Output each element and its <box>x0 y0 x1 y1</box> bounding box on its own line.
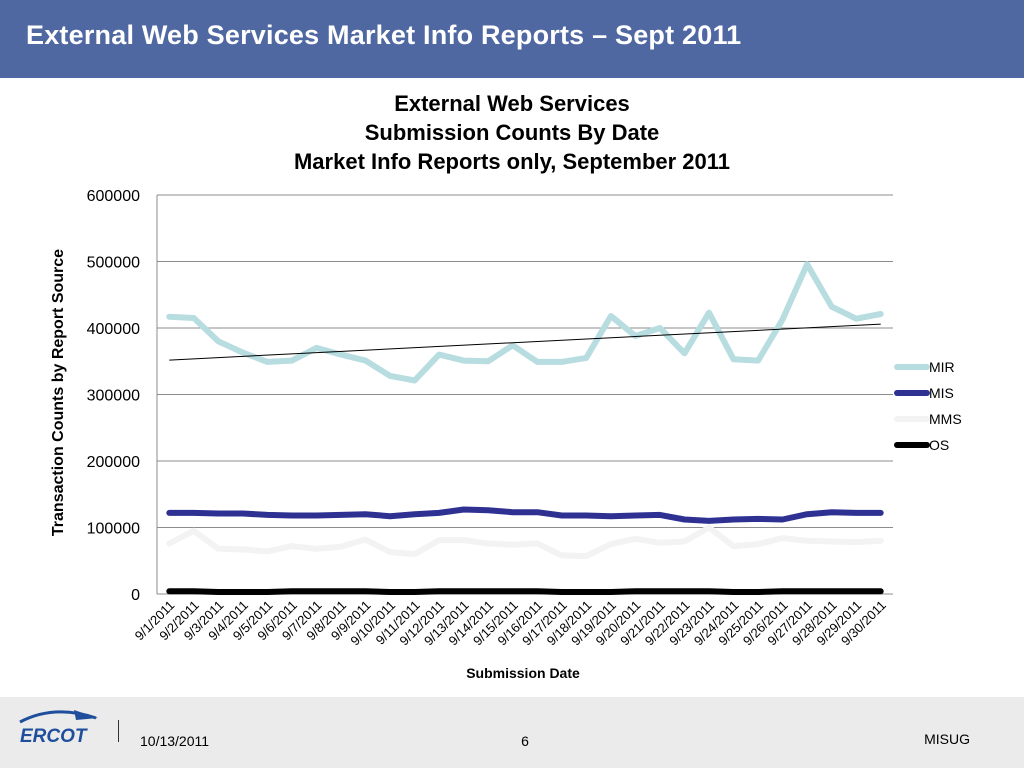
page-number: 6 <box>521 733 529 749</box>
x-axis-title: Submission Date <box>466 665 580 681</box>
footer-date: 10/13/2011 <box>140 733 210 749</box>
trendline <box>169 323 881 361</box>
line-chart: 01000002000003000004000005000006000009/1… <box>50 188 962 681</box>
footer-org: MISUG <box>924 731 970 747</box>
y-tick-label: 500000 <box>87 255 140 272</box>
series-line-os <box>166 588 884 595</box>
slide-title: External Web Services Market Info Report… <box>26 20 742 50</box>
legend-label-mir: MIR <box>929 359 955 375</box>
y-tick-label: 600000 <box>87 188 140 205</box>
chart-title-line-1: External Web Services <box>394 91 630 116</box>
series-line-mms <box>166 524 884 560</box>
footer-divider <box>118 720 119 742</box>
series-line-mir <box>166 261 884 384</box>
y-tick-label: 100000 <box>87 521 140 538</box>
chart-title: External Web Services Submission Counts … <box>200 89 824 176</box>
svg-text:ERCOT: ERCOT <box>20 726 88 747</box>
legend-label-mms: MMS <box>929 411 962 427</box>
slide-header: External Web Services Market Info Report… <box>0 0 1024 78</box>
y-tick-label: 0 <box>131 587 140 604</box>
series-line-mis <box>166 506 884 524</box>
legend-label-os: OS <box>929 437 949 453</box>
ercot-logo: ERCOT <box>19 710 98 747</box>
legend-label-mis: MIS <box>929 385 954 401</box>
y-tick-label: 300000 <box>87 388 140 405</box>
slide-footer: ERCOT 10/13/2011 6 MISUG <box>0 697 1024 768</box>
y-tick-label: 400000 <box>87 321 140 338</box>
y-tick-label: 200000 <box>87 454 140 471</box>
y-axis-title: Transaction Counts by Report Source <box>50 249 67 536</box>
chart-title-line-3: Market Info Reports only, September 2011 <box>293 149 731 174</box>
chart-title-line-2: Submission Counts By Date <box>364 120 660 145</box>
